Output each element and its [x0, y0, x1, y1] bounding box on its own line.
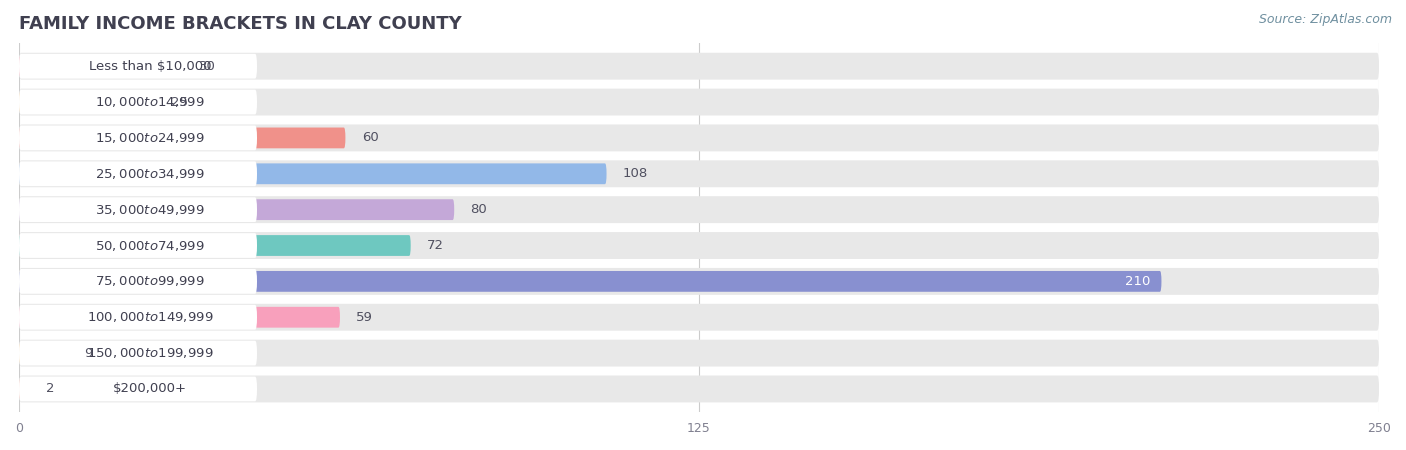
FancyBboxPatch shape — [20, 92, 155, 112]
FancyBboxPatch shape — [20, 268, 1379, 295]
Text: 80: 80 — [471, 203, 488, 216]
Text: $35,000 to $49,999: $35,000 to $49,999 — [96, 202, 205, 216]
FancyBboxPatch shape — [20, 378, 30, 399]
FancyBboxPatch shape — [20, 304, 1379, 331]
FancyBboxPatch shape — [20, 126, 257, 150]
FancyBboxPatch shape — [20, 271, 1161, 292]
FancyBboxPatch shape — [20, 163, 606, 184]
FancyBboxPatch shape — [20, 53, 1379, 80]
FancyBboxPatch shape — [20, 235, 411, 256]
FancyBboxPatch shape — [20, 377, 257, 401]
FancyBboxPatch shape — [20, 343, 67, 364]
Text: 72: 72 — [427, 239, 444, 252]
Text: Source: ZipAtlas.com: Source: ZipAtlas.com — [1258, 14, 1392, 27]
Text: $50,000 to $74,999: $50,000 to $74,999 — [96, 238, 205, 252]
FancyBboxPatch shape — [20, 197, 257, 222]
Text: 2: 2 — [46, 382, 55, 396]
FancyBboxPatch shape — [20, 375, 1379, 402]
FancyBboxPatch shape — [20, 233, 257, 258]
FancyBboxPatch shape — [20, 90, 257, 114]
FancyBboxPatch shape — [20, 54, 257, 79]
FancyBboxPatch shape — [20, 340, 1379, 367]
Text: 59: 59 — [356, 311, 373, 324]
FancyBboxPatch shape — [20, 232, 1379, 259]
FancyBboxPatch shape — [20, 196, 1379, 223]
Text: 108: 108 — [623, 167, 648, 180]
Text: $25,000 to $34,999: $25,000 to $34,999 — [96, 167, 205, 181]
FancyBboxPatch shape — [20, 269, 257, 294]
Text: Less than $10,000: Less than $10,000 — [89, 60, 211, 73]
FancyBboxPatch shape — [20, 125, 1379, 151]
Text: $200,000+: $200,000+ — [112, 382, 187, 396]
FancyBboxPatch shape — [20, 341, 257, 365]
Text: 60: 60 — [361, 131, 378, 144]
FancyBboxPatch shape — [20, 307, 340, 328]
Text: $150,000 to $199,999: $150,000 to $199,999 — [87, 346, 214, 360]
FancyBboxPatch shape — [20, 127, 346, 148]
FancyBboxPatch shape — [20, 89, 1379, 116]
FancyBboxPatch shape — [20, 305, 257, 329]
FancyBboxPatch shape — [20, 162, 257, 186]
Text: $10,000 to $14,999: $10,000 to $14,999 — [96, 95, 205, 109]
Text: $100,000 to $149,999: $100,000 to $149,999 — [87, 310, 214, 324]
Text: 30: 30 — [198, 60, 215, 73]
Text: $75,000 to $99,999: $75,000 to $99,999 — [96, 274, 205, 288]
Text: $15,000 to $24,999: $15,000 to $24,999 — [96, 131, 205, 145]
Text: FAMILY INCOME BRACKETS IN CLAY COUNTY: FAMILY INCOME BRACKETS IN CLAY COUNTY — [20, 15, 461, 33]
FancyBboxPatch shape — [20, 56, 183, 76]
FancyBboxPatch shape — [20, 199, 454, 220]
Text: 210: 210 — [1125, 275, 1150, 288]
Text: 25: 25 — [172, 95, 188, 108]
FancyBboxPatch shape — [20, 160, 1379, 187]
Text: 9: 9 — [84, 346, 93, 360]
